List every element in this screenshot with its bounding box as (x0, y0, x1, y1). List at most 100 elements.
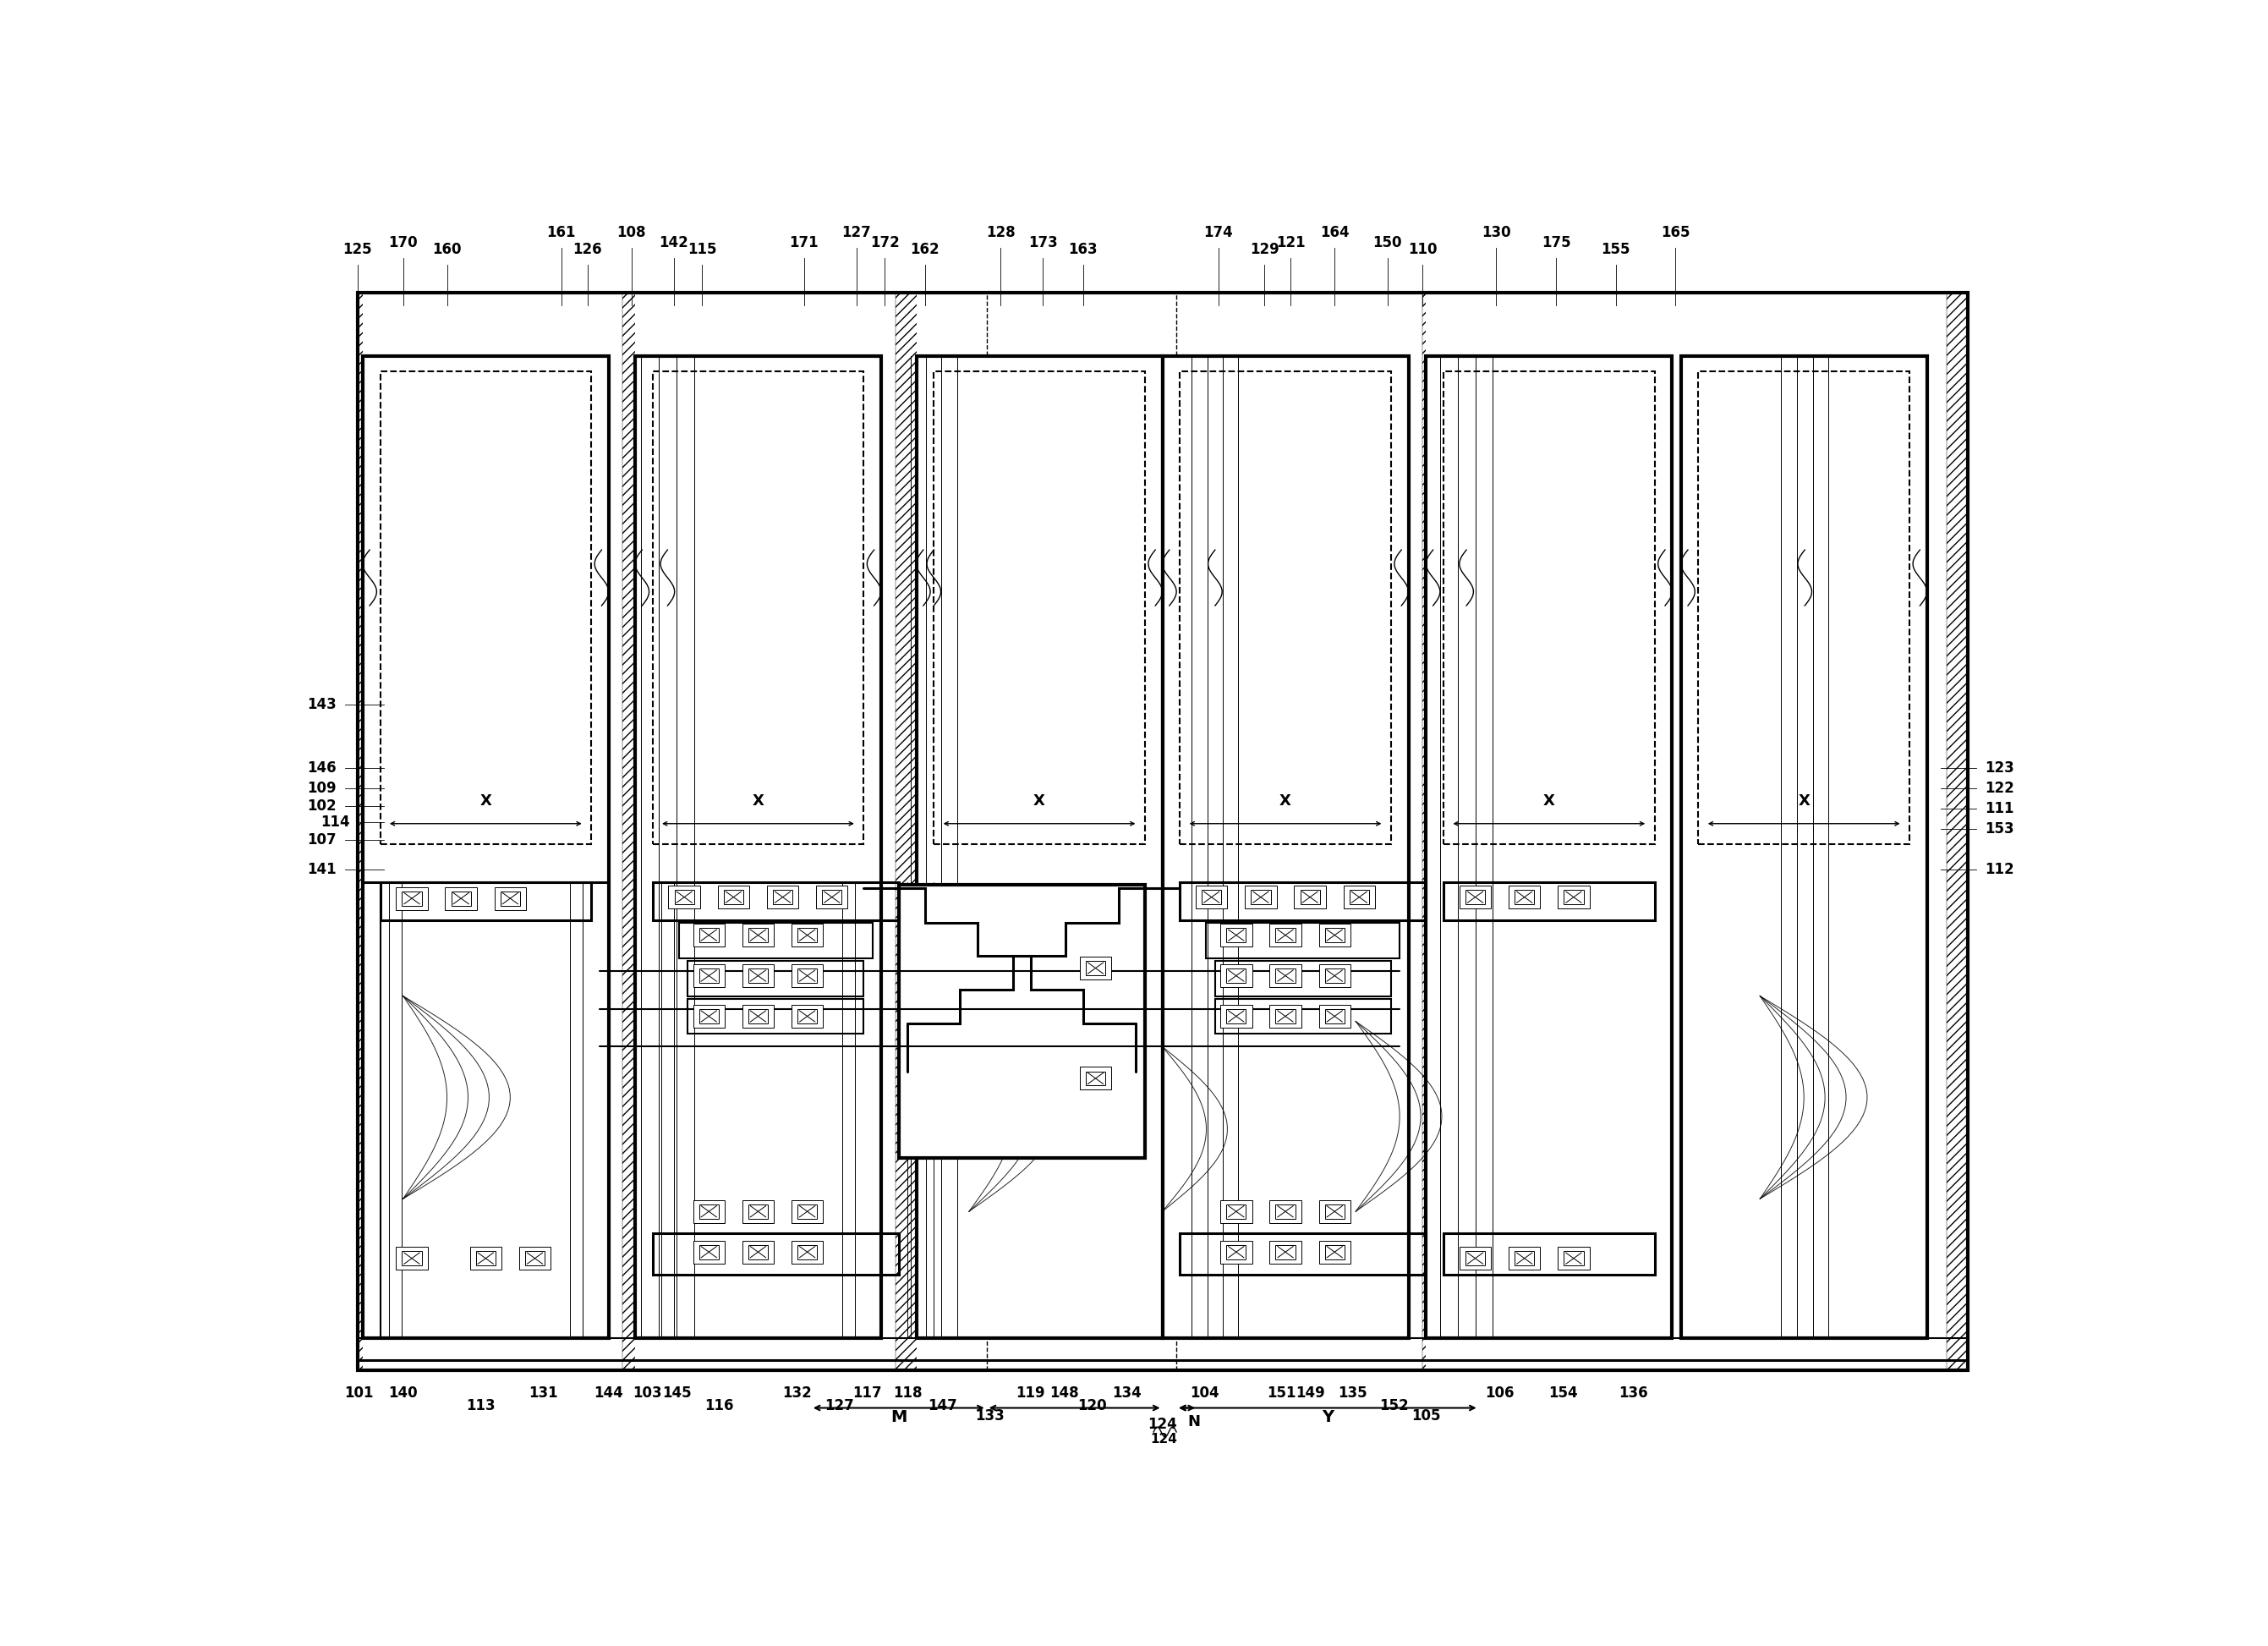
Text: 154: 154 (1549, 1384, 1579, 1401)
Text: 147: 147 (928, 1397, 957, 1412)
Bar (916, 356, 1161, 1338)
Bar (699, 1244, 719, 1259)
Text: 132: 132 (782, 1384, 812, 1401)
Bar (363, 356, 608, 1338)
Text: 135: 135 (1338, 1384, 1368, 1401)
Bar (1558, 1248, 1590, 1269)
Bar (723, 890, 744, 904)
Bar (1161, 293, 1408, 1369)
Bar (1318, 1200, 1349, 1223)
Bar (1252, 890, 1270, 904)
Bar (401, 1251, 422, 1266)
Bar (742, 1241, 773, 1264)
Bar (1442, 1233, 1653, 1274)
Bar (635, 293, 880, 1369)
Text: 123: 123 (1984, 760, 2014, 775)
Bar (401, 892, 422, 905)
Bar (687, 961, 864, 996)
Text: 130: 130 (1481, 226, 1510, 240)
Bar (1765, 293, 1844, 1369)
Bar (1220, 1200, 1252, 1223)
Bar (767, 886, 798, 909)
Bar (1275, 1205, 1295, 1218)
Bar (1227, 1009, 1245, 1024)
Bar (798, 1244, 816, 1259)
Bar (397, 1248, 429, 1269)
Text: 108: 108 (617, 226, 646, 240)
Text: 146: 146 (306, 760, 336, 775)
Bar (1275, 968, 1295, 983)
Bar (1325, 968, 1345, 983)
Text: 122: 122 (1984, 780, 2014, 795)
Bar (1681, 356, 1928, 1338)
Text: 140: 140 (388, 1384, 417, 1401)
Text: 107: 107 (306, 833, 336, 848)
Text: 106: 106 (1486, 1384, 1515, 1401)
Bar (1270, 1004, 1302, 1027)
Bar (1227, 968, 1245, 983)
Bar (381, 370, 592, 844)
Text: 111: 111 (1984, 802, 2014, 816)
Bar (1349, 890, 1370, 904)
Bar (821, 890, 841, 904)
Text: 141: 141 (306, 861, 336, 877)
Bar (1465, 1251, 1486, 1266)
Bar (624, 293, 712, 1369)
Bar (748, 928, 769, 942)
Bar (1080, 956, 1111, 979)
Bar (699, 968, 719, 983)
Bar (519, 1248, 551, 1269)
Bar (476, 1251, 494, 1266)
Text: 114: 114 (322, 815, 349, 830)
Bar (1442, 370, 1653, 844)
Bar (1216, 999, 1390, 1034)
Bar (1565, 890, 1583, 904)
Bar (792, 1241, 823, 1264)
Bar (1427, 293, 1672, 1369)
Bar (694, 1241, 726, 1264)
Bar (1270, 1200, 1302, 1223)
Text: 104: 104 (1191, 1384, 1220, 1401)
Bar (1427, 356, 1672, 1338)
Text: 162: 162 (909, 242, 939, 257)
Bar (1318, 965, 1349, 988)
Bar (381, 882, 592, 920)
Text: 116: 116 (705, 1397, 735, 1412)
Bar (1227, 1205, 1245, 1218)
Bar (798, 928, 816, 942)
Bar (687, 999, 864, 1034)
Bar (1946, 293, 1966, 1369)
Bar (445, 887, 476, 910)
Bar (742, 1200, 773, 1223)
Text: 172: 172 (871, 235, 900, 250)
Bar (358, 293, 1966, 1369)
Bar (653, 1233, 898, 1274)
Bar (1458, 886, 1490, 909)
Text: 131: 131 (528, 1384, 558, 1401)
Text: 143: 143 (306, 696, 336, 713)
Text: 127: 127 (823, 1397, 853, 1412)
Bar (1080, 1067, 1111, 1090)
Bar (1565, 1251, 1583, 1266)
Text: 125: 125 (342, 242, 372, 257)
Bar (1207, 922, 1399, 958)
Text: 101: 101 (345, 1384, 374, 1401)
Bar (1161, 356, 1408, 1338)
Bar (934, 370, 1145, 844)
Bar (1220, 923, 1252, 946)
Text: 127: 127 (841, 226, 871, 240)
Text: 173: 173 (1027, 235, 1057, 250)
Bar (1179, 882, 1427, 920)
Bar (1202, 890, 1222, 904)
Text: 121: 121 (1277, 235, 1306, 250)
Bar (1515, 1251, 1533, 1266)
Bar (798, 968, 816, 983)
Text: 129: 129 (1250, 242, 1279, 257)
Bar (1275, 1009, 1295, 1024)
Bar (1245, 886, 1277, 909)
Bar (1458, 1248, 1490, 1269)
Text: 113: 113 (465, 1397, 494, 1412)
Bar (1086, 961, 1105, 974)
Bar (1508, 1248, 1540, 1269)
Text: X: X (1542, 793, 1556, 808)
